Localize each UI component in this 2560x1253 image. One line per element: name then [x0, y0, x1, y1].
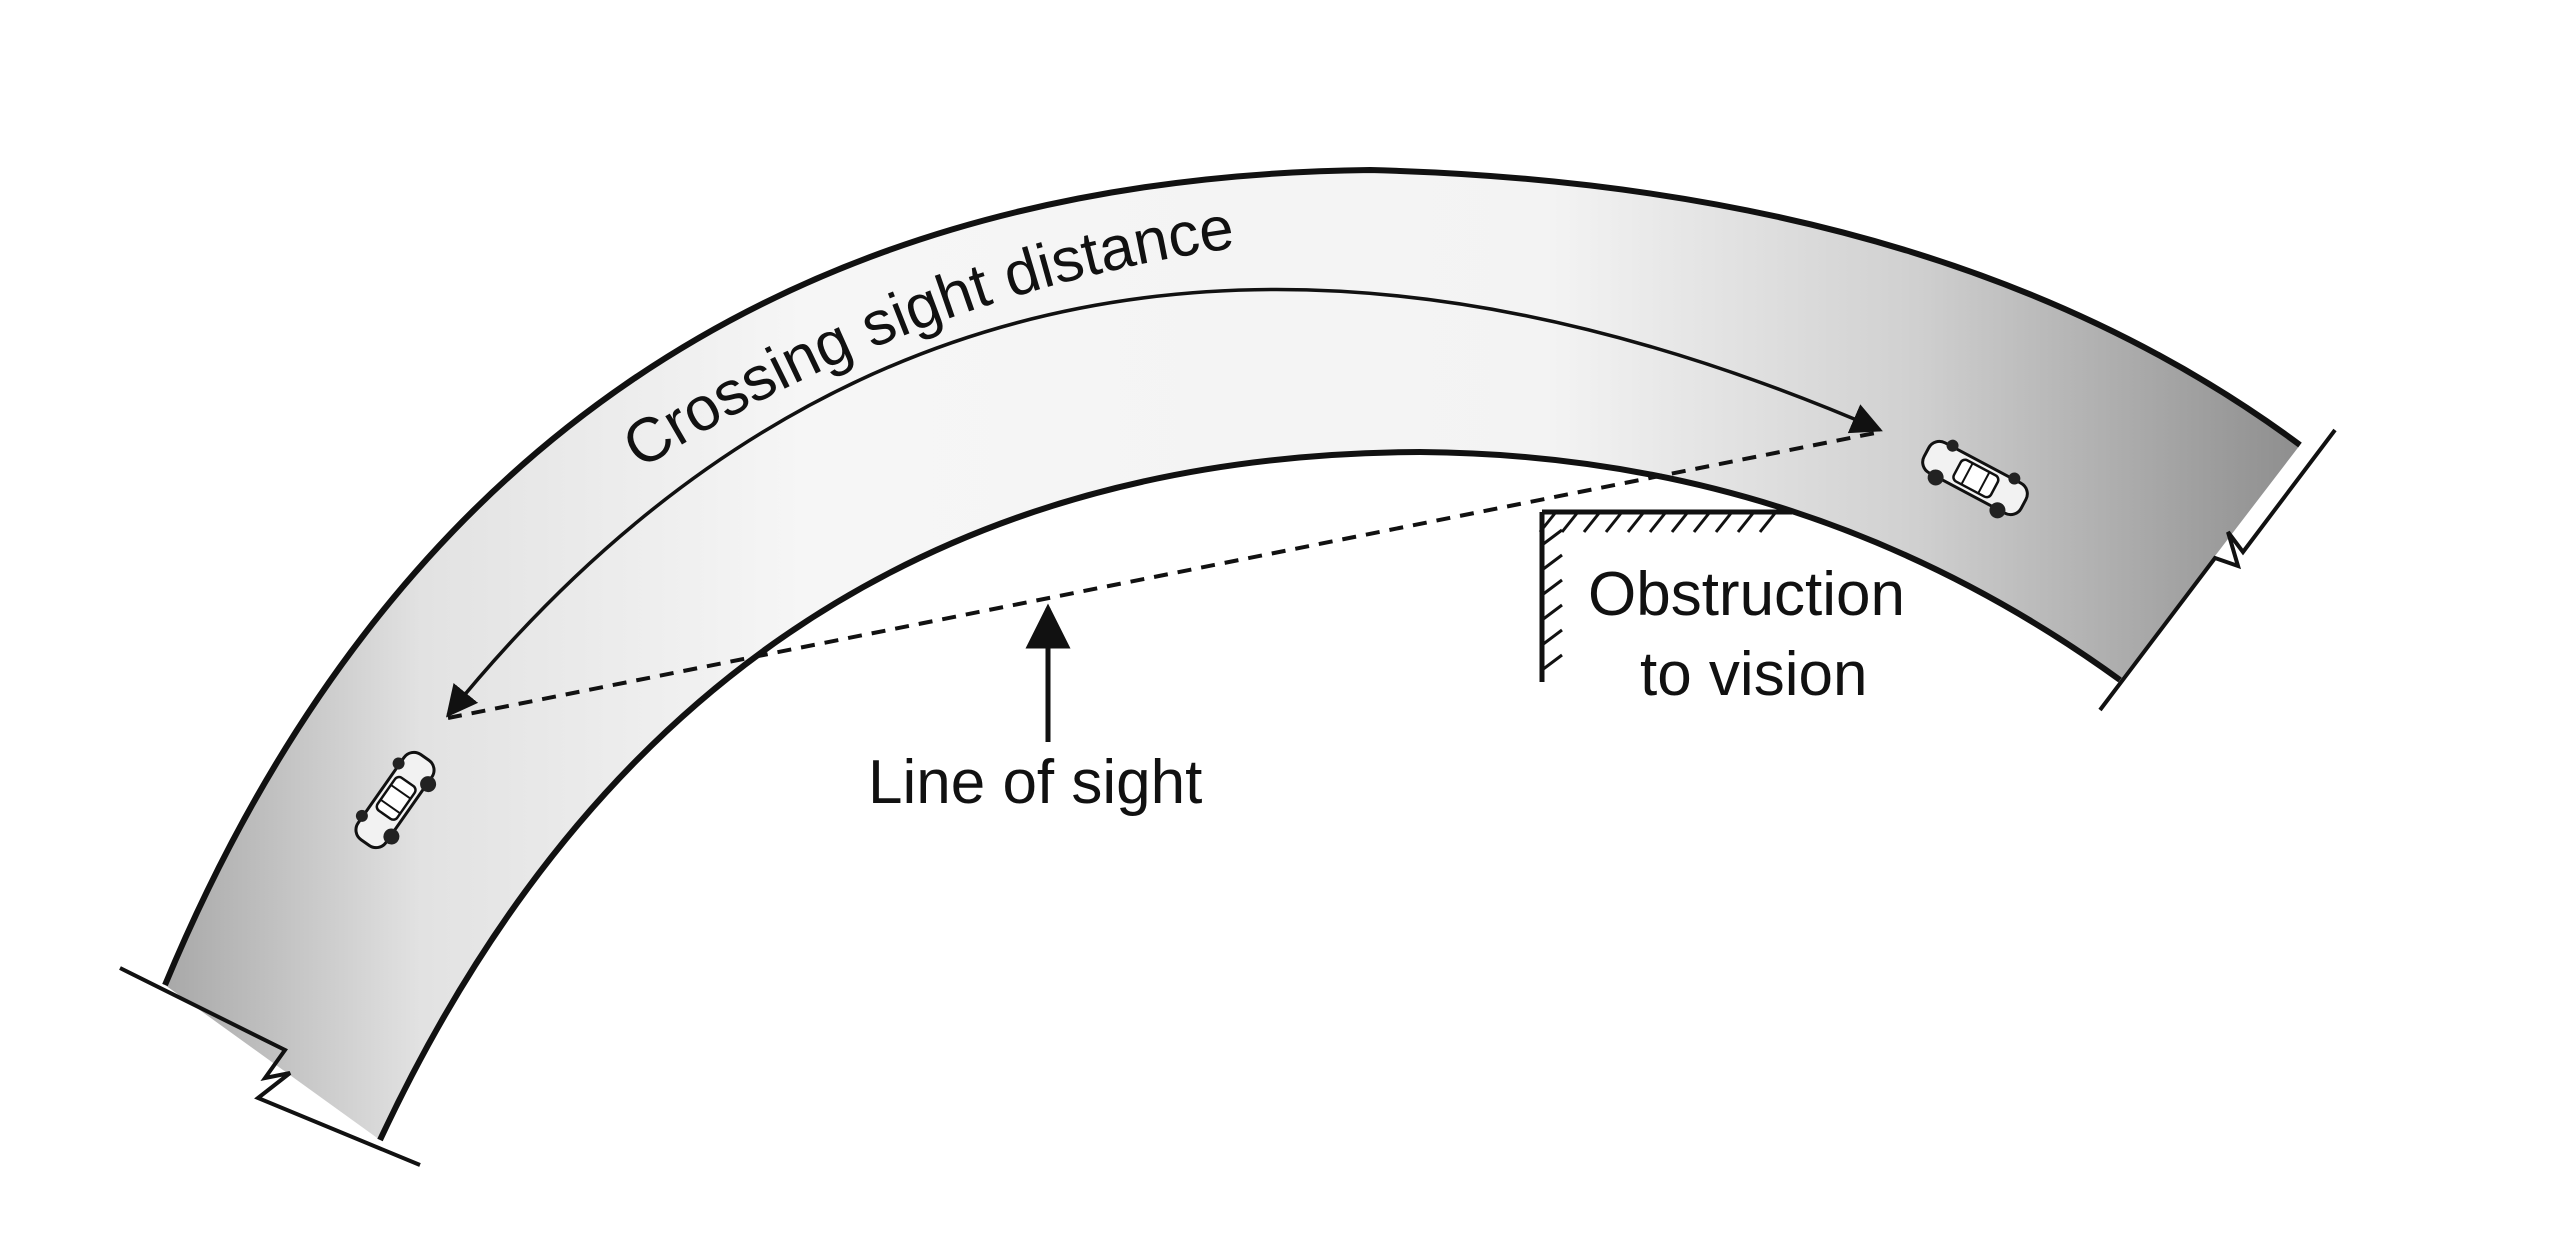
car-icon	[354, 750, 437, 850]
car-icon	[1921, 439, 2029, 519]
road-surface	[165, 170, 2300, 1140]
crossing-sight-distance-arrow	[446, 287, 1883, 718]
obstruction-label-line1: Obstruction	[1588, 560, 1905, 629]
road-break-left-icon	[119, 966, 421, 1167]
road-break-right-icon	[2098, 428, 2337, 712]
obstruction-label-line2: to vision	[1640, 640, 1867, 709]
line-of-sight-dashed	[447, 430, 1881, 720]
obstruction-hatch-icon	[1538, 509, 1792, 682]
line-of-sight-label: Line of sight	[868, 748, 1202, 817]
road-outer-edge	[162, 166, 2302, 987]
